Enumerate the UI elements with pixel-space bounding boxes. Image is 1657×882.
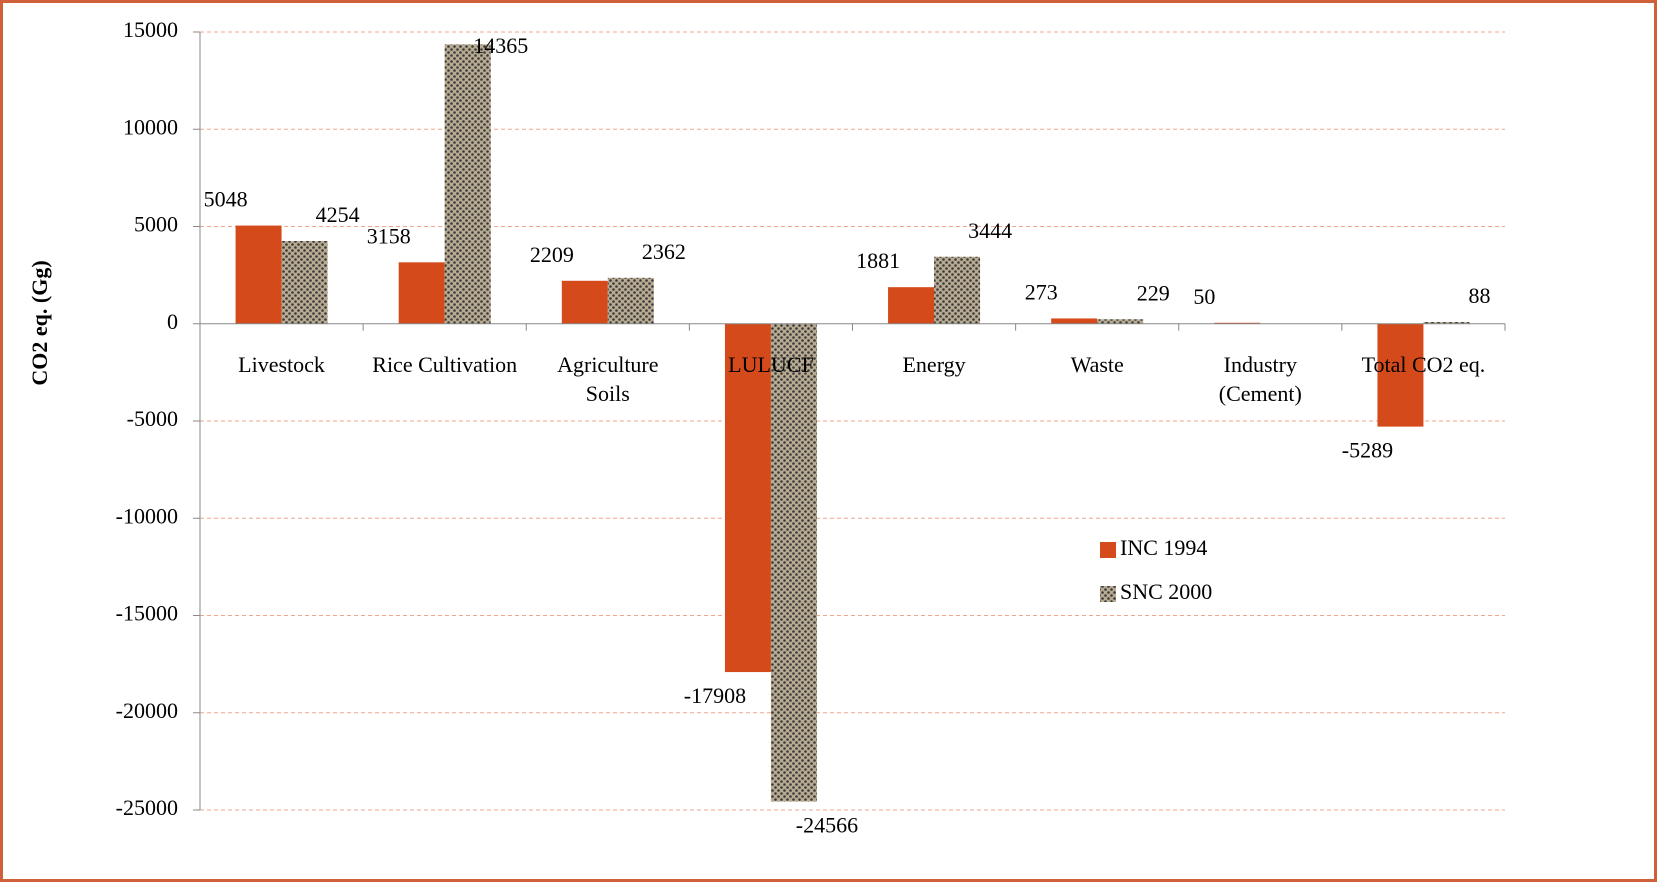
x-tick-label: Industry (Cement): [1218, 351, 1302, 406]
bar: [934, 256, 981, 324]
y-tick-label: -25000: [116, 795, 178, 820]
data-label: -24566: [796, 813, 858, 838]
x-tick-label-box: Agriculture Soils: [557, 351, 659, 406]
y-tick-label: -10000: [116, 503, 178, 528]
data-label: 4254: [316, 202, 360, 227]
x-tick-label: Energy: [902, 351, 966, 377]
legend-swatch: [1100, 542, 1116, 558]
data-label: 14365: [473, 33, 528, 58]
y-tick-label: 0: [167, 309, 178, 334]
data-label: 88: [1468, 283, 1490, 308]
bar: [607, 277, 654, 324]
x-tick-label: Livestock: [238, 351, 325, 377]
y-tick-label: -5000: [127, 406, 178, 431]
data-label: 3158: [367, 223, 411, 248]
legend-swatch: [1100, 586, 1116, 602]
bar: [444, 44, 491, 324]
data-label: 3444: [968, 218, 1012, 243]
data-label: 1881: [856, 248, 900, 273]
y-tick-label: 5000: [134, 212, 178, 237]
bar: [1097, 319, 1144, 324]
data-label: 273: [1025, 279, 1058, 304]
x-tick-label-box: Total CO2 eq.: [1361, 351, 1486, 377]
data-label: 5048: [204, 187, 248, 212]
bar: [888, 287, 935, 324]
x-tick-label-box: Livestock: [238, 351, 325, 377]
data-label: 50: [1193, 284, 1215, 309]
y-tick-label: -20000: [116, 698, 178, 723]
data-label: -17908: [684, 683, 746, 708]
bar: [770, 323, 817, 802]
bar: [724, 323, 771, 673]
legend-label: SNC 2000: [1120, 579, 1212, 604]
x-tick-label: Agriculture Soils: [557, 351, 659, 406]
x-tick-label: Waste: [1070, 351, 1124, 377]
y-tick-label: 10000: [123, 114, 178, 139]
y-tick-label: 15000: [123, 17, 178, 42]
data-label: 229: [1137, 280, 1170, 305]
x-tick-label: Total CO2 eq.: [1361, 351, 1486, 377]
bar: [1423, 322, 1470, 324]
x-tick-label: Rice Cultivation: [372, 351, 518, 377]
bar: [1377, 323, 1424, 427]
x-tick-label: LULUCF: [728, 351, 814, 377]
x-tick-label-box: Rice Cultivation: [372, 351, 518, 377]
x-tick-label-box: LULUCF: [728, 351, 814, 377]
x-tick-label-box: Energy: [902, 351, 966, 377]
bar: [1051, 318, 1098, 324]
data-label: 2362: [642, 239, 686, 264]
y-axis-label: CO2 eq. (Gg): [27, 260, 52, 385]
x-tick-label-box: Waste: [1070, 351, 1124, 377]
x-tick-label-box: Industry (Cement): [1218, 351, 1302, 406]
bar: [281, 241, 328, 324]
bar: [398, 262, 445, 324]
data-label: -5289: [1342, 438, 1393, 463]
legend-label: INC 1994: [1120, 535, 1207, 560]
bar: [561, 280, 608, 324]
data-label: 2209: [530, 242, 574, 267]
y-tick-label: -15000: [116, 601, 178, 626]
bar: [235, 225, 282, 324]
